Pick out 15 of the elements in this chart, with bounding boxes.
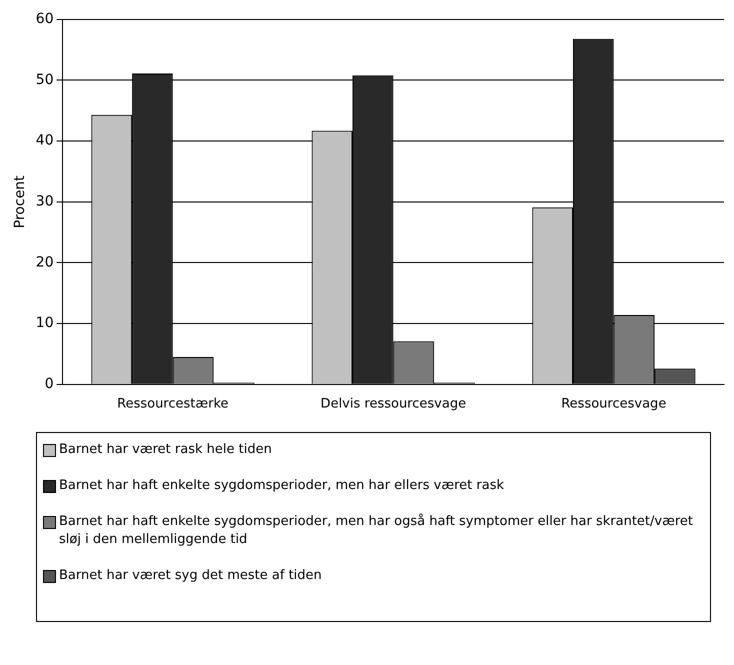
x-tick-label: Ressourcesvage — [561, 396, 666, 412]
legend-label: Barnet har haft enkelte sygdomsperioder, men har også haft symptomer eller har skrantet/været sløj i den mellemliggende tid — [59, 513, 694, 549]
y-tick-label: 10 — [36, 315, 54, 332]
y-tick-label: 40 — [36, 132, 54, 149]
y-tick-label: 20 — [36, 254, 54, 270]
y-tick-label: 50 — [36, 72, 54, 88]
legend-label: Barnet har været syg det meste af tiden — [59, 567, 322, 585]
x-tick-label: Ressourcestærke — [117, 396, 229, 412]
y-axis-title: Procent — [12, 174, 28, 228]
legend-label: Barnet har haft enkelte sygdomsperioder, men har ellers været rask — [59, 477, 504, 495]
y-tick-label: 30 — [36, 194, 54, 210]
y-tick-label: 0 — [44, 376, 54, 392]
legend-label: Barnet har været rask hele tiden — [59, 441, 272, 459]
x-tick-label: Delvis ressourcesvage — [320, 396, 466, 412]
y-tick-label: 60 — [36, 11, 54, 28]
